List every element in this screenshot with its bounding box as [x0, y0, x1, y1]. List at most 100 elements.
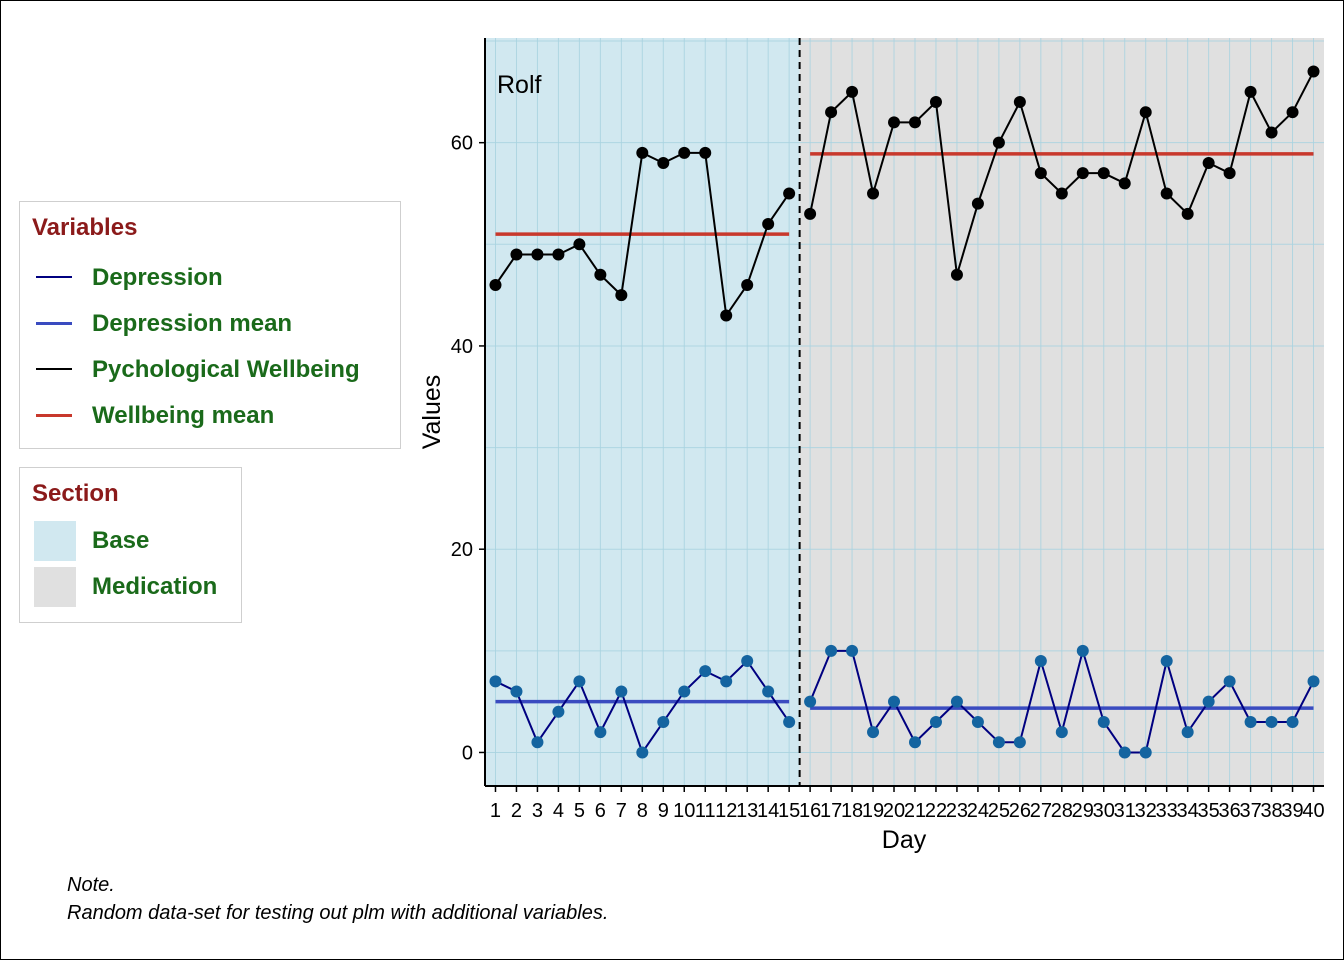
x-tick-label: 8: [637, 800, 648, 822]
depression-point: [678, 685, 691, 698]
y-tick-label: 20: [451, 539, 473, 561]
depression-point: [992, 736, 1005, 749]
depression-point: [825, 644, 838, 657]
depression-point: [1055, 726, 1068, 739]
x-tick-label: 12: [715, 800, 737, 822]
x-tick-label: 35: [1198, 800, 1220, 822]
pychological-wellbeing-point: [1034, 167, 1047, 180]
depression-point: [1034, 654, 1047, 667]
pychological-wellbeing-point: [908, 116, 921, 129]
pychological-wellbeing-point: [1139, 106, 1152, 119]
legend-key-line: [36, 322, 72, 325]
x-tick-label: 19: [862, 800, 884, 822]
panel-label: Rolf: [497, 71, 542, 99]
depression-point: [783, 715, 796, 728]
pychological-wellbeing-point: [1097, 167, 1110, 180]
x-tick-label: 20: [883, 800, 905, 822]
depression-point: [762, 685, 775, 698]
pychological-wellbeing-point: [489, 278, 502, 291]
x-tick-label: 18: [841, 800, 863, 822]
pychological-wellbeing-point: [1181, 207, 1194, 220]
depression-point: [1097, 715, 1110, 728]
depression-point: [594, 726, 607, 739]
pychological-wellbeing-point: [678, 146, 691, 159]
x-tick-label: 9: [658, 800, 669, 822]
x-tick-label: 32: [1135, 800, 1157, 822]
depression-point: [1307, 675, 1320, 688]
depression-point: [1076, 644, 1089, 657]
pychological-wellbeing-point: [867, 187, 880, 200]
legend-label: Base: [92, 527, 150, 554]
legend-key-line: [36, 276, 72, 278]
x-tick-label: 13: [736, 800, 758, 822]
x-tick-label: 7: [616, 800, 627, 822]
x-tick-label: 21: [904, 800, 926, 822]
depression-point: [552, 705, 565, 718]
pychological-wellbeing-point: [615, 289, 628, 302]
pychological-wellbeing-point: [636, 146, 649, 159]
depression-point: [846, 644, 859, 657]
depression-point: [1181, 726, 1194, 739]
depression-point: [489, 675, 502, 688]
x-tick-label: 11: [695, 800, 716, 822]
pychological-wellbeing-point: [950, 268, 963, 281]
depression-point: [531, 736, 544, 749]
x-tick-label: 38: [1260, 800, 1282, 822]
y-tick-label: 0: [462, 742, 473, 764]
legend-label: Medication: [92, 573, 218, 600]
x-tick-label: 15: [778, 800, 800, 822]
legend-item-medication: Medication: [32, 567, 412, 607]
legend-label: Depression: [92, 264, 223, 291]
legend-item-wellbeing-mean: Wellbeing mean: [32, 396, 412, 436]
y-tick-label: 40: [451, 336, 473, 358]
depression-point: [1286, 715, 1299, 728]
x-tick-label: 6: [595, 800, 606, 822]
pychological-wellbeing-point: [1307, 65, 1320, 78]
pychological-wellbeing-point: [552, 248, 565, 261]
x-tick-label: 40: [1302, 800, 1324, 822]
x-tick-label: 36: [1218, 800, 1240, 822]
depression-point: [1013, 736, 1026, 749]
depression-point: [573, 675, 586, 688]
legend-key-swatch: [34, 567, 76, 607]
depression-point: [741, 654, 754, 667]
y-axis-title: Values: [418, 375, 446, 450]
pychological-wellbeing-point: [783, 187, 796, 200]
legend-key-line: [36, 414, 72, 417]
x-tick-label: 16: [799, 800, 821, 822]
x-tick-label: 23: [946, 800, 968, 822]
legend-label: Pychological Wellbeing: [92, 356, 360, 383]
pychological-wellbeing-point: [804, 207, 817, 220]
depression-point: [1223, 675, 1236, 688]
depression-point: [971, 715, 984, 728]
section-legend-title: Section: [32, 480, 119, 507]
x-tick-label: 34: [1177, 800, 1199, 822]
x-tick-label: 24: [967, 800, 989, 822]
variables-legend-title: Variables: [32, 214, 138, 241]
depression-point: [615, 685, 628, 698]
depression-point: [1244, 715, 1257, 728]
y-tick-label: 60: [451, 133, 473, 155]
depression-point: [1202, 695, 1215, 708]
pychological-wellbeing-point: [929, 96, 942, 109]
x-tick-label: 31: [1114, 800, 1136, 822]
x-tick-label: 17: [820, 800, 842, 822]
pychological-wellbeing-point: [1286, 106, 1299, 119]
legend-item-depression-mean: Depression mean: [32, 304, 412, 344]
variables-legend: Variables Depression Depression mean Pycho…: [19, 201, 401, 449]
depression-point: [804, 695, 817, 708]
depression-point: [1160, 654, 1173, 667]
x-tick-label: 37: [1239, 800, 1261, 822]
x-tick-label: 10: [673, 800, 695, 822]
pychological-wellbeing-point: [1202, 157, 1215, 170]
depression-point: [720, 675, 733, 688]
depression-point: [950, 695, 963, 708]
x-tick-label: 3: [532, 800, 543, 822]
pychological-wellbeing-point: [992, 136, 1005, 149]
note-text: Random data-set for testing out plm with…: [67, 902, 609, 924]
x-tick-label: 26: [1009, 800, 1031, 822]
x-tick-label: 5: [574, 800, 585, 822]
pychological-wellbeing-point: [594, 268, 607, 281]
depression-point: [510, 685, 523, 698]
note-label: Note.: [67, 874, 115, 896]
